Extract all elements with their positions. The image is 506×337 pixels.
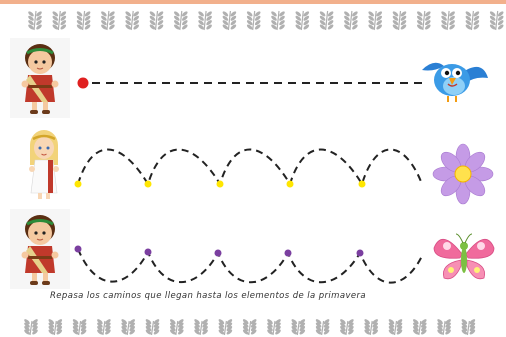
laurel-sprig-icon bbox=[416, 10, 431, 31]
laurel-sprig-icon bbox=[388, 319, 403, 336]
laurel-sprig-icon bbox=[101, 10, 115, 31]
laurel-sprig-icon bbox=[149, 10, 164, 31]
laurel-sprig-icon bbox=[218, 319, 233, 336]
laurel-sprig-icon bbox=[125, 10, 140, 31]
laurel-sprig-icon bbox=[267, 319, 281, 336]
laurel-sprig-icon bbox=[368, 10, 383, 31]
row1-blue-bird-icon bbox=[422, 62, 488, 102]
laurel-sprig-icon bbox=[412, 319, 427, 336]
laurel-sprig-icon bbox=[198, 10, 212, 31]
laurel-sprig-icon bbox=[242, 319, 257, 336]
laurel-sprig-icon bbox=[72, 319, 87, 336]
row2-start-dots bbox=[74, 180, 366, 188]
laurel-sprig-icon bbox=[461, 319, 476, 336]
laurel-sprig-icon bbox=[344, 10, 358, 31]
laurel-sprig-icon bbox=[392, 10, 407, 31]
laurel-sprig-icon bbox=[97, 319, 111, 336]
laurel-sprig-icon bbox=[76, 10, 91, 31]
laurel-sprig-icon bbox=[465, 10, 480, 31]
row1-start-dot bbox=[77, 77, 89, 89]
row3-roman-boy-icon bbox=[8, 207, 72, 291]
laurel-sprig-icon bbox=[319, 10, 334, 31]
laurel-sprig-icon bbox=[222, 10, 237, 31]
laurel-sprig-icon bbox=[364, 319, 379, 336]
laurel-sprig-icon bbox=[271, 10, 285, 31]
laurel-sprig-icon bbox=[340, 319, 354, 336]
laurel-sprig-icon bbox=[24, 319, 38, 336]
laurel-sprig-icon bbox=[315, 319, 330, 336]
laurel-border-bottom bbox=[24, 319, 476, 336]
row2-trace-path[interactable] bbox=[77, 148, 423, 187]
row3-trace-path[interactable] bbox=[77, 248, 423, 284]
laurel-sprig-icon bbox=[437, 319, 451, 336]
laurel-sprig-icon bbox=[121, 319, 136, 336]
instruction-text: Repasa los caminos que llegan hasta los … bbox=[50, 291, 367, 301]
laurel-sprig-icon bbox=[145, 319, 160, 336]
laurel-sprig-icon bbox=[246, 10, 261, 31]
row2-purple-flower-icon bbox=[432, 143, 494, 205]
laurel-sprig-icon bbox=[291, 319, 306, 336]
laurel-sprig-icon bbox=[441, 10, 455, 31]
row3-start-dots bbox=[74, 245, 364, 257]
laurel-sprig-icon bbox=[173, 10, 188, 31]
top-border-bar bbox=[0, 0, 506, 4]
laurel-sprig-icon bbox=[169, 319, 184, 336]
laurel-sprig-icon bbox=[194, 319, 208, 336]
row3-pink-butterfly-icon bbox=[433, 233, 495, 280]
laurel-sprig-icon bbox=[489, 10, 504, 31]
laurel-sprig-icon bbox=[48, 319, 63, 336]
laurel-border-top bbox=[28, 10, 504, 31]
laurel-sprig-icon bbox=[28, 10, 42, 31]
laurel-sprig-icon bbox=[52, 10, 67, 31]
row1-roman-boy-icon bbox=[8, 36, 72, 120]
laurel-sprig-icon bbox=[295, 10, 310, 31]
row2-roman-girl-icon bbox=[27, 128, 61, 201]
